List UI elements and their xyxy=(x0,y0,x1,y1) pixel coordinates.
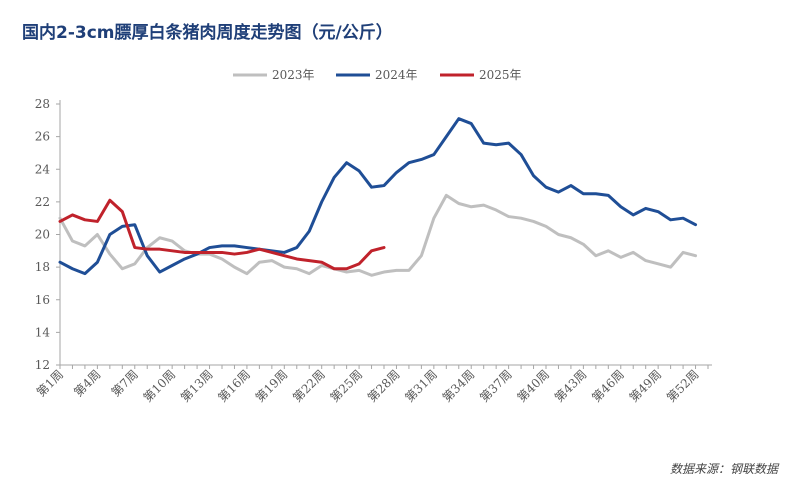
x-tick-label: 第52周 xyxy=(664,367,702,405)
x-tick-label: 第34周 xyxy=(440,367,478,405)
legend-label: 2024年 xyxy=(375,68,418,82)
x-tick-label: 第1周 xyxy=(34,367,66,399)
x-tick-label: 第43周 xyxy=(552,367,590,405)
y-tick-label: 20 xyxy=(35,228,50,242)
legend: 2023年 2024年 2025年 xyxy=(233,68,522,82)
y-tick-label: 18 xyxy=(35,260,50,274)
series-layer xyxy=(58,117,698,277)
x-tick-label: 第22周 xyxy=(290,367,328,405)
x-tick-label: 第7周 xyxy=(109,367,141,399)
x-tick-label: 第25周 xyxy=(328,367,366,405)
y-tick-label: 14 xyxy=(35,325,51,339)
x-tick-label: 第40周 xyxy=(514,367,552,405)
x-tick-label: 第10周 xyxy=(141,367,179,405)
x-tick-label: 第46周 xyxy=(589,367,627,405)
y-tick-label: 24 xyxy=(35,162,51,176)
y-tick-label: 16 xyxy=(35,293,50,307)
x-tick-label: 第4周 xyxy=(71,367,103,399)
y-tick-label: 26 xyxy=(35,130,50,144)
chart-source: 数据来源：钢联数据 xyxy=(669,462,778,476)
x-tick-label: 第31周 xyxy=(402,367,440,405)
chart-title: 国内2-3cm膘厚白条猪肉周度走势图（元/公斤） xyxy=(22,23,393,43)
series-line-1 xyxy=(58,193,698,277)
x-tick-label: 第28周 xyxy=(365,367,403,405)
y-tick-label: 22 xyxy=(35,195,50,209)
y-tick-label: 12 xyxy=(35,358,50,372)
x-tick-label: 第16周 xyxy=(215,367,253,405)
legend-label: 2023年 xyxy=(272,68,315,82)
x-tick-label: 第19周 xyxy=(253,367,291,405)
series-line-2 xyxy=(58,117,698,276)
x-tick-label: 第13周 xyxy=(178,367,216,405)
x-tick-label: 第49周 xyxy=(627,367,665,405)
series-line-3 xyxy=(58,198,386,271)
y-tick-label: 28 xyxy=(35,97,50,111)
x-tick-label: 第37周 xyxy=(477,367,515,405)
legend-label: 2025年 xyxy=(479,68,522,82)
